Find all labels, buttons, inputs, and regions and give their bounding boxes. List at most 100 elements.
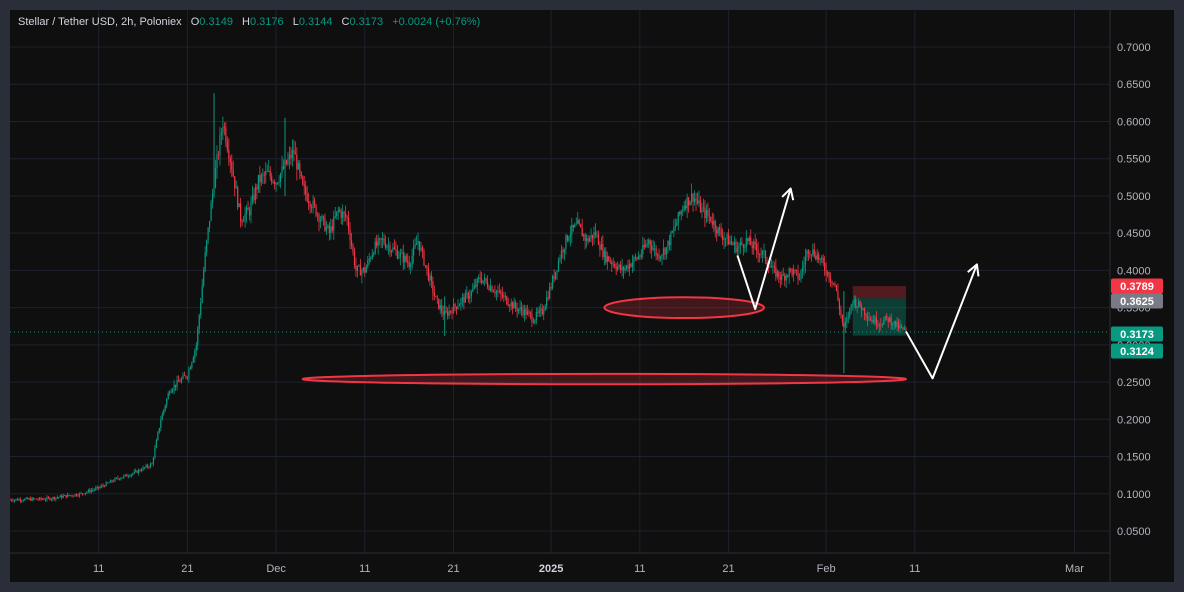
candle-body <box>710 216 712 222</box>
candle-body <box>40 497 42 500</box>
candle-body <box>741 242 743 245</box>
candle-body <box>197 328 199 346</box>
candle-body <box>500 290 502 294</box>
candle-body <box>235 187 237 189</box>
candle-body <box>569 234 571 238</box>
candle-body <box>841 315 843 323</box>
candle-body <box>705 209 707 219</box>
candle-body <box>625 265 628 268</box>
projection-arrow <box>905 264 978 380</box>
candle-body <box>109 480 112 483</box>
candle-body <box>594 232 597 235</box>
candle-body <box>274 182 276 185</box>
candle-body <box>359 265 362 276</box>
candle-body <box>124 474 126 476</box>
candle-body <box>770 266 773 268</box>
candle-body <box>411 255 413 265</box>
candle-body <box>30 498 32 501</box>
candle-body <box>723 238 725 241</box>
candle-body <box>680 210 682 215</box>
x-tick-label: 11 <box>93 563 104 575</box>
candle-body <box>612 263 614 265</box>
candle-body <box>704 207 706 219</box>
candle-body <box>414 244 416 247</box>
candle-body <box>837 290 839 301</box>
candle-body <box>633 257 635 263</box>
candle-body <box>143 467 146 469</box>
candle-body <box>738 245 740 249</box>
candle-body <box>640 254 642 257</box>
candle-body <box>606 256 608 263</box>
candle-body <box>257 174 259 190</box>
candle-body <box>761 251 764 255</box>
candle-body <box>661 254 663 257</box>
candle-body <box>337 209 339 212</box>
candle-body <box>849 307 851 317</box>
candle-body <box>699 200 702 213</box>
candle-body <box>654 248 656 250</box>
candle-body <box>526 311 529 315</box>
candle-body <box>426 265 428 269</box>
candle-body <box>313 200 316 206</box>
candle-body <box>111 480 113 482</box>
candle-body <box>214 168 217 188</box>
candle-body <box>179 381 181 383</box>
candle-body <box>590 234 592 239</box>
candle-body <box>832 283 835 285</box>
candle-body <box>98 486 100 488</box>
candle-body <box>328 225 330 234</box>
candle-body <box>541 308 543 315</box>
candle-body <box>146 465 149 467</box>
candle-body <box>667 240 669 248</box>
candle-body <box>698 200 700 204</box>
candle-body <box>226 142 228 150</box>
candle-body <box>240 203 242 222</box>
candle-body <box>574 224 576 228</box>
candle-body <box>711 221 713 225</box>
candle-body <box>207 227 209 241</box>
candle-body <box>336 211 338 217</box>
candle-body <box>578 220 580 225</box>
candle-body <box>522 310 524 316</box>
candle-body <box>277 182 279 184</box>
open-value: 0.3149 <box>199 16 233 28</box>
candle-body <box>67 494 69 498</box>
candle-body <box>846 317 848 323</box>
support-ellipse <box>301 372 907 386</box>
candle-body <box>472 288 474 292</box>
candle-body <box>21 500 23 502</box>
candle-body <box>170 391 172 393</box>
candle-body <box>331 226 333 231</box>
candle-body <box>268 170 270 172</box>
candle-body <box>402 252 404 263</box>
candle-body <box>404 255 406 263</box>
candle-body <box>557 260 560 271</box>
candle-body <box>800 271 802 279</box>
candle-body <box>467 293 469 299</box>
candle-body <box>829 279 832 282</box>
candle-body <box>297 163 299 170</box>
candle-body <box>260 174 262 183</box>
candle-body <box>65 495 67 498</box>
candle-body <box>28 498 30 500</box>
candle-body <box>438 298 440 309</box>
chart-panel[interactable]: 0.7000 0.6500 0.6000 0.5500 0.5000 0.4500 0.40… <box>10 10 1174 582</box>
candle-body <box>10 499 13 501</box>
candle-body <box>217 154 220 156</box>
candle-body <box>788 268 790 277</box>
candle-body <box>356 265 359 271</box>
price-tag-label: 0.3124 <box>1120 346 1155 358</box>
candle-body <box>651 245 653 250</box>
candle-body <box>346 216 348 218</box>
candle-body <box>108 482 110 484</box>
price-chart[interactable]: 0.7000 0.6500 0.6000 0.5500 0.5000 0.4500 0.40… <box>10 10 1174 582</box>
symbol-title[interactable]: Stellar / Tether USD, 2h, Poloniex <box>18 16 182 28</box>
candle-body <box>696 200 699 204</box>
candle-body <box>763 250 765 252</box>
candle-body <box>290 154 292 159</box>
annotations-back <box>301 286 907 386</box>
candles <box>10 93 907 504</box>
candle-body <box>241 221 243 223</box>
candle-body <box>177 380 180 382</box>
candle-body <box>18 499 20 501</box>
